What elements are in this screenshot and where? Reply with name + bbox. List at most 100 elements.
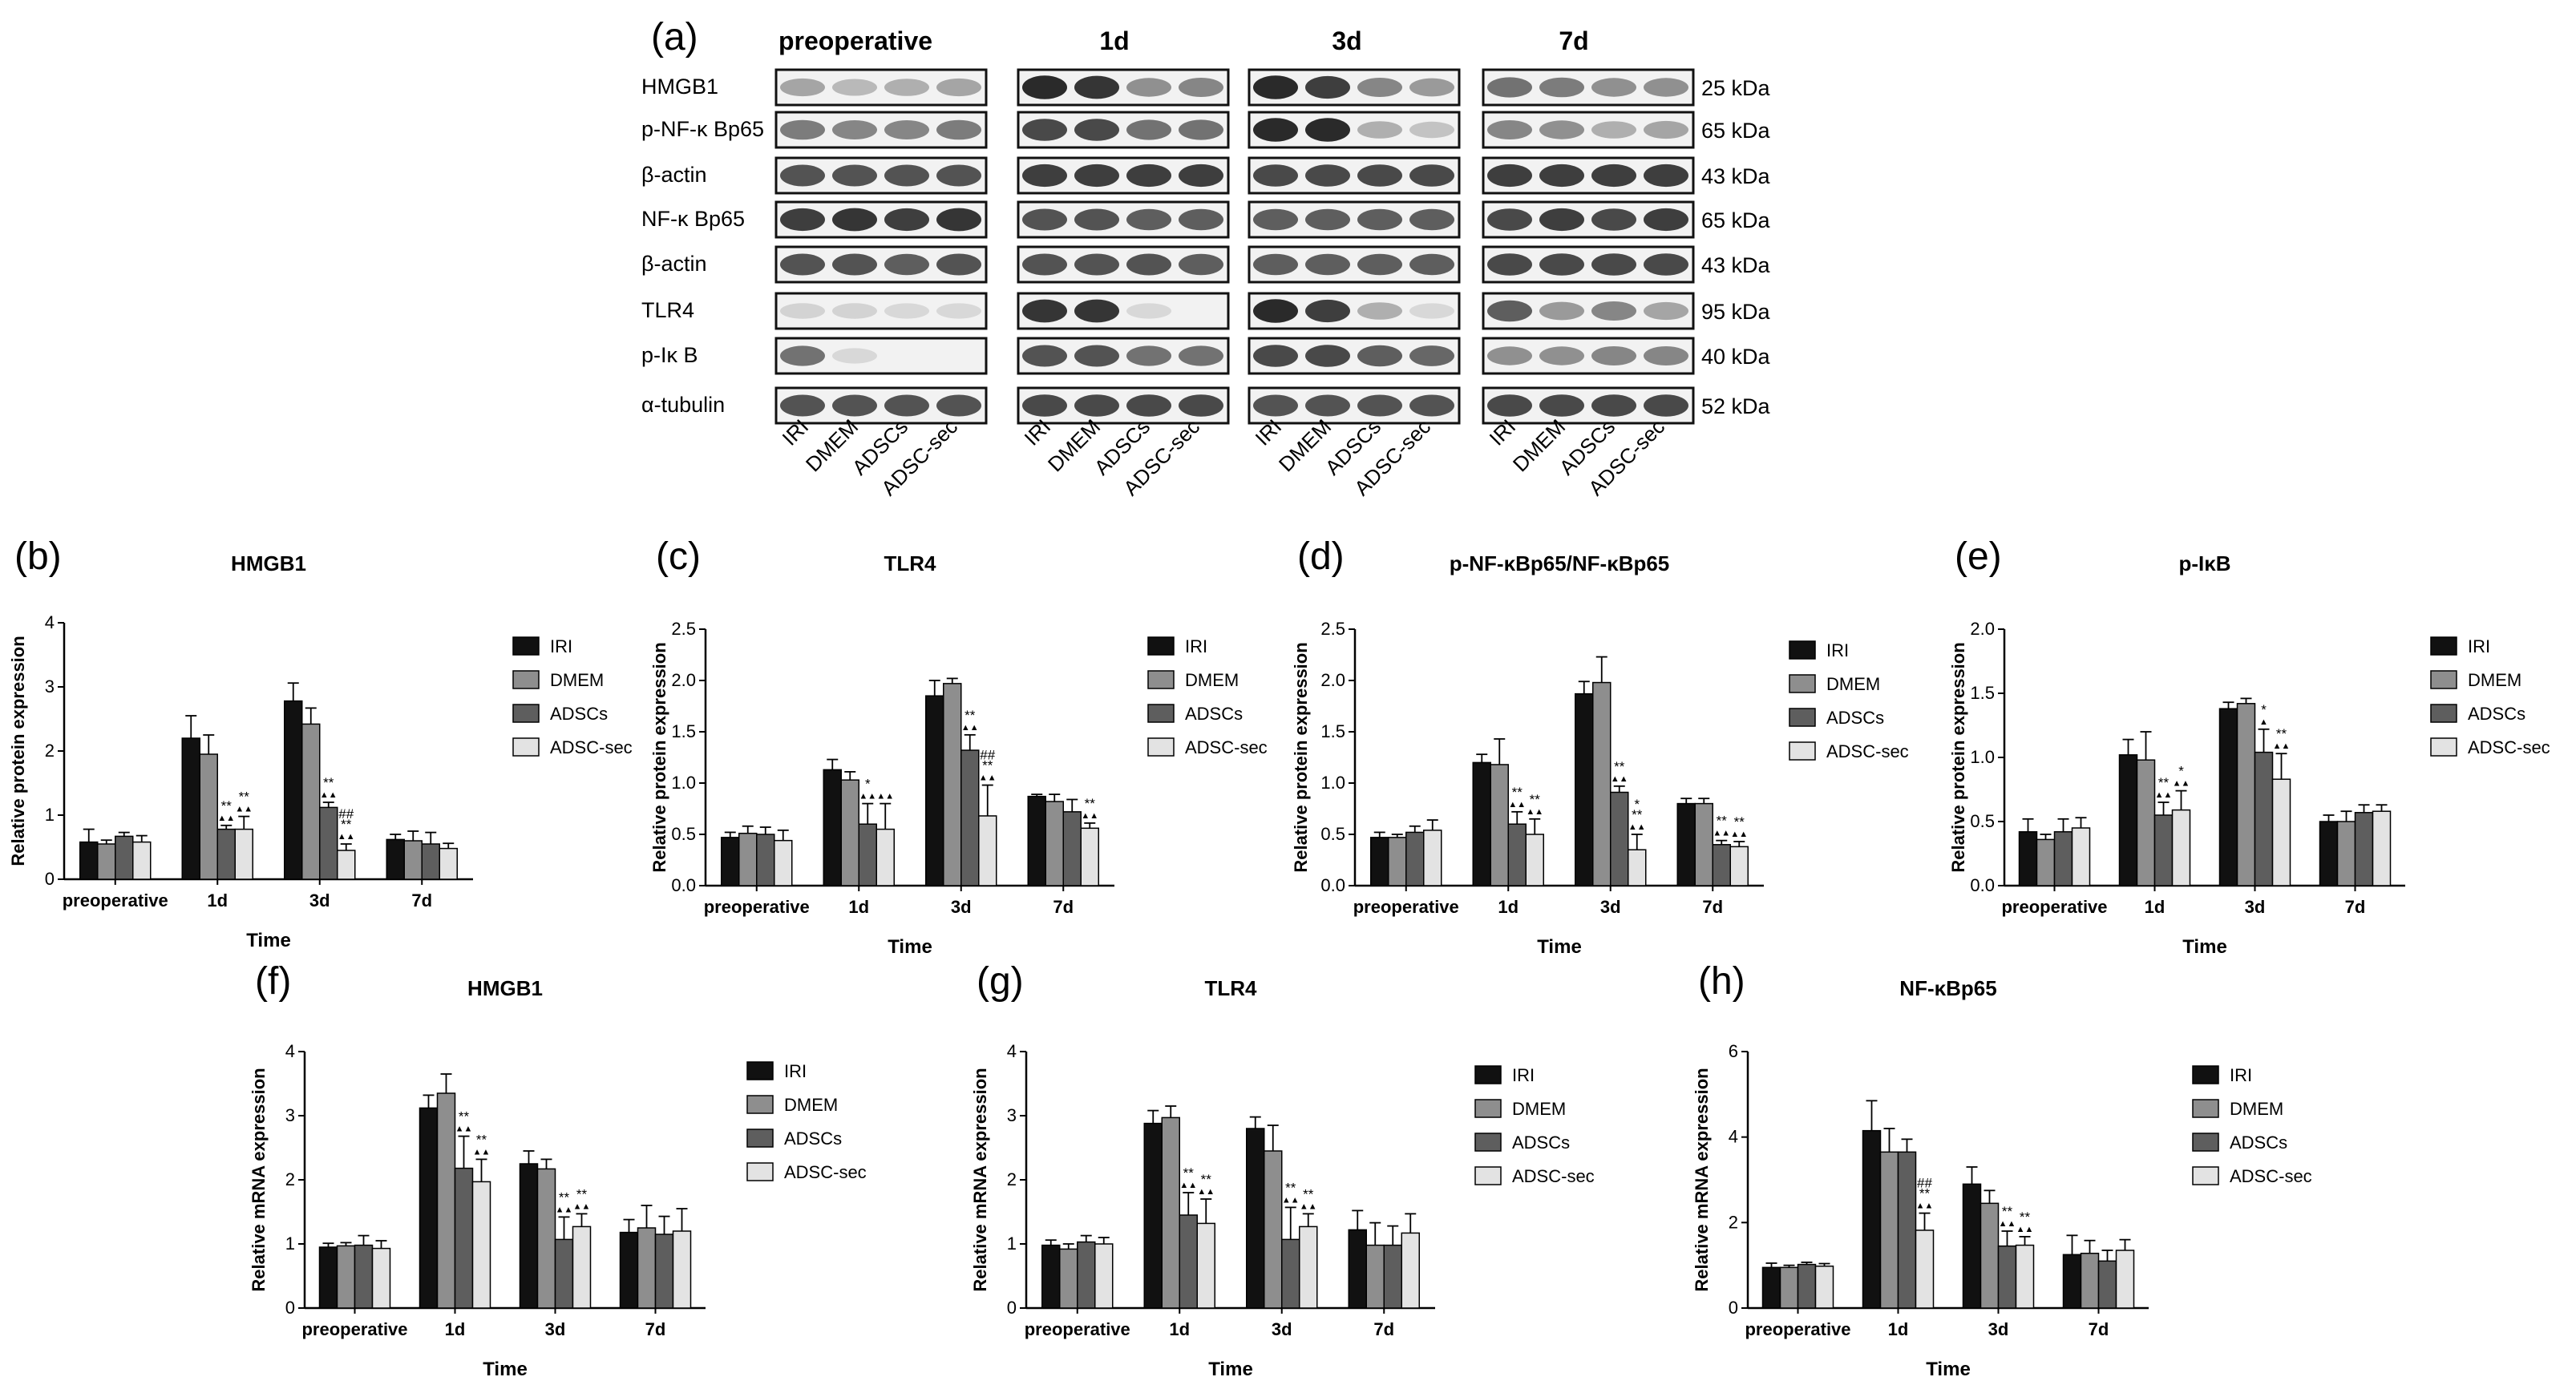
blot-band bbox=[1305, 345, 1350, 367]
y-tick-label: 0.0 bbox=[1320, 875, 1345, 895]
legend-swatch bbox=[512, 670, 540, 689]
legend-swatch bbox=[2430, 704, 2457, 723]
chart-title: p-IκB bbox=[2178, 551, 2230, 575]
blot-band bbox=[1022, 253, 1067, 276]
bar bbox=[2115, 1250, 2135, 1309]
x-tick-label: 7d bbox=[1702, 897, 1723, 917]
blot-row-label: TLR4 bbox=[641, 298, 694, 322]
y-tick-label: 3 bbox=[285, 1105, 295, 1125]
significance-mark: * bbox=[865, 777, 871, 792]
bar bbox=[654, 1234, 674, 1309]
bar bbox=[978, 815, 997, 886]
blot-band bbox=[1644, 208, 1688, 232]
significance-mark: ▲▲ bbox=[1081, 811, 1098, 821]
significance-mark: ▲▲ bbox=[217, 814, 235, 823]
legend-swatch bbox=[512, 636, 540, 656]
y-tick-label: 2.5 bbox=[1320, 619, 1345, 639]
significance-mark: ▲▲ bbox=[2016, 1225, 2034, 1234]
x-tick-label: preoperative bbox=[63, 890, 168, 911]
legend-label: ADSCs bbox=[2468, 704, 2525, 724]
blot-band bbox=[1074, 164, 1119, 188]
blot-column-label: 1d bbox=[1099, 26, 1129, 55]
y-tick-label: 0 bbox=[1007, 1298, 1017, 1318]
legend-swatch bbox=[1147, 737, 1175, 757]
blot-band bbox=[1487, 120, 1532, 139]
y-tick-label: 6 bbox=[1729, 1041, 1738, 1061]
blot-band bbox=[1305, 299, 1350, 323]
chart-title: p-NF-κBp65/NF-κBp65 bbox=[1450, 551, 1670, 575]
blot-band bbox=[1179, 253, 1223, 276]
bar bbox=[301, 723, 321, 880]
blot-band bbox=[1409, 121, 1454, 139]
blot-kda-label: 65 kDa bbox=[1701, 119, 1771, 143]
legend-label: IRI bbox=[784, 1061, 807, 1081]
blot-band bbox=[780, 208, 825, 232]
bar bbox=[1490, 764, 1509, 886]
panel-letter: (e) bbox=[1955, 535, 2002, 578]
significance-mark: ** bbox=[1717, 814, 1728, 829]
x-tick-label: 1d bbox=[1888, 1319, 1909, 1339]
significance-mark: ** bbox=[2158, 775, 2170, 790]
significance-mark: ** bbox=[1303, 1186, 1314, 1201]
legend-label: IRI bbox=[1512, 1065, 1535, 1085]
y-tick-label: 2.5 bbox=[671, 619, 696, 639]
legend-swatch bbox=[1147, 670, 1175, 689]
bar bbox=[1094, 1243, 1114, 1309]
blot-row-label: β-actin bbox=[641, 252, 707, 276]
y-tick-label: 1.5 bbox=[1970, 683, 1995, 703]
blot-band bbox=[1179, 119, 1223, 140]
bar bbox=[403, 840, 423, 880]
blot-row-label: p-NF-κ Bp65 bbox=[641, 117, 764, 141]
western-blot-panel: (a) preoperative 1d 3d 7d HMGB1 25 kDa p-NF-κ B… bbox=[641, 16, 1771, 500]
legend-swatch bbox=[746, 1061, 774, 1080]
significance-mark: ▲▲ bbox=[2273, 741, 2291, 751]
x-tick-label: preoperative bbox=[1353, 897, 1459, 917]
blot-band bbox=[1126, 394, 1171, 417]
bar bbox=[419, 1107, 439, 1309]
significance-mark: ▲▲ bbox=[1526, 807, 1543, 817]
blot-band bbox=[884, 164, 929, 187]
x-tick-label: 1d bbox=[1498, 897, 1519, 917]
blot-band bbox=[1539, 120, 1584, 139]
y-axis-label: Relative mRNA expression bbox=[1692, 1068, 1712, 1291]
legend-swatch bbox=[1474, 1065, 1502, 1084]
blot-band bbox=[1487, 253, 1532, 276]
blot-band bbox=[1409, 253, 1454, 276]
blot-band bbox=[936, 164, 981, 187]
bar bbox=[181, 737, 200, 880]
blot-band bbox=[1357, 78, 1402, 97]
significance-mark: ** bbox=[1201, 1172, 1212, 1187]
blot-band bbox=[1487, 346, 1532, 365]
bar bbox=[2336, 821, 2356, 886]
legend-label: ADSC-sec bbox=[784, 1162, 867, 1182]
significance-mark: ▲▲ bbox=[573, 1201, 591, 1211]
bar bbox=[572, 1225, 592, 1309]
y-axis-label: Relative mRNA expression bbox=[970, 1068, 990, 1291]
bar bbox=[2218, 708, 2238, 886]
legend-label: DMEM bbox=[1185, 670, 1239, 690]
blot-band bbox=[1126, 208, 1171, 231]
x-tick-label: preoperative bbox=[2001, 897, 2107, 917]
blot-band bbox=[832, 164, 877, 187]
chart-title: TLR4 bbox=[884, 551, 937, 575]
bar bbox=[2062, 1254, 2082, 1309]
bar bbox=[318, 1246, 338, 1309]
blot-kda-label: 25 kDa bbox=[1701, 76, 1771, 100]
blot-band bbox=[832, 208, 877, 232]
blot-band bbox=[884, 253, 929, 276]
bar bbox=[471, 1181, 491, 1309]
bar bbox=[1264, 1150, 1283, 1309]
significance-mark: ** bbox=[2002, 1204, 2013, 1219]
y-tick-label: 4 bbox=[1729, 1127, 1738, 1147]
panel-letter: (h) bbox=[1698, 960, 1745, 1003]
blot-band bbox=[936, 208, 981, 232]
bar bbox=[823, 769, 842, 886]
bar bbox=[519, 1163, 539, 1309]
significance-mark: ** bbox=[476, 1132, 487, 1147]
blot-band bbox=[1253, 75, 1298, 99]
blot-band bbox=[1074, 394, 1119, 417]
blot-band bbox=[1022, 345, 1067, 367]
y-tick-label: 2 bbox=[1007, 1169, 1017, 1189]
blot-band bbox=[780, 394, 825, 417]
